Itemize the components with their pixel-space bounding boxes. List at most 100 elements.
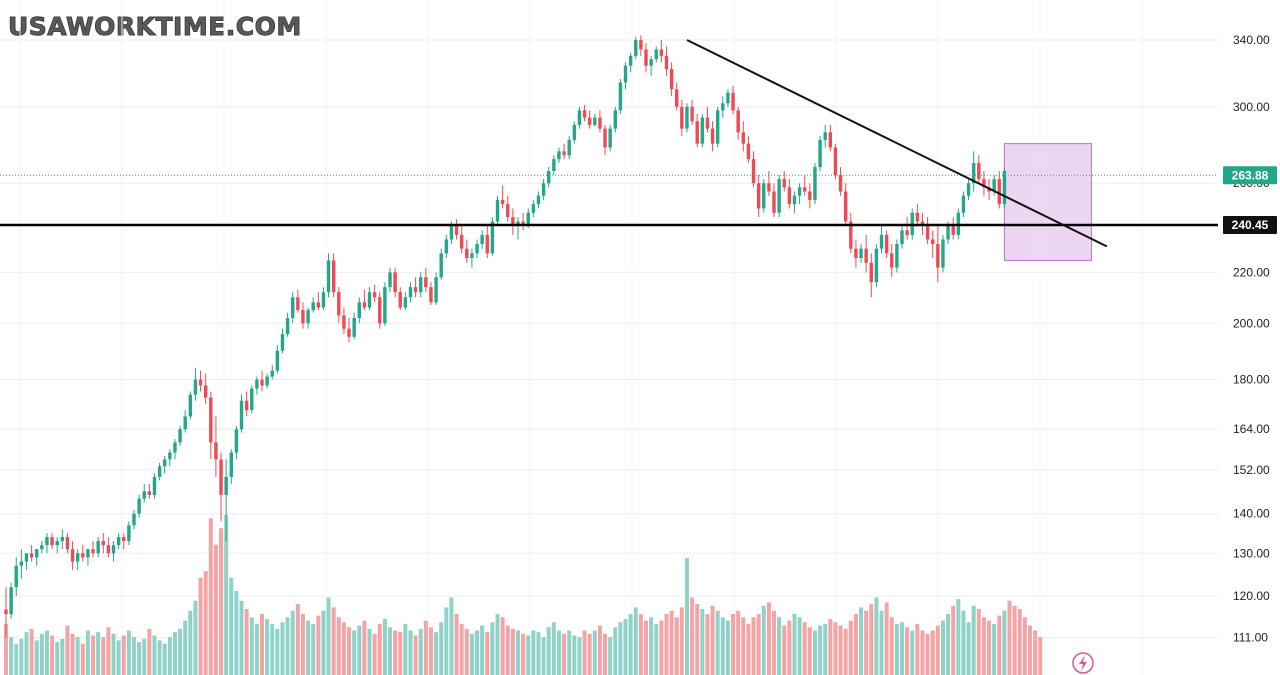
candle[interactable] — [649, 55, 653, 76]
candle[interactable] — [362, 289, 367, 311]
candle[interactable] — [229, 449, 233, 485]
candle[interactable] — [388, 267, 392, 293]
candle[interactable] — [992, 175, 996, 196]
candle[interactable] — [997, 171, 1001, 209]
candle[interactable] — [321, 287, 326, 311]
candle[interactable] — [347, 317, 351, 343]
candle[interactable] — [843, 183, 848, 226]
candle[interactable] — [475, 239, 479, 259]
candle[interactable] — [454, 219, 459, 240]
candle[interactable] — [772, 183, 776, 218]
candle[interactable] — [35, 549, 39, 566]
candle[interactable] — [613, 106, 617, 133]
candle[interactable] — [413, 277, 418, 298]
candle[interactable] — [905, 217, 909, 240]
candle[interactable] — [470, 248, 474, 268]
candle[interactable] — [490, 217, 495, 256]
candle[interactable] — [639, 35, 643, 56]
candle[interactable] — [50, 533, 54, 550]
candle[interactable] — [311, 297, 315, 313]
candle[interactable] — [756, 175, 761, 218]
candle[interactable] — [710, 121, 715, 152]
candle[interactable] — [188, 391, 193, 420]
candle[interactable] — [65, 533, 70, 554]
candle[interactable] — [977, 155, 981, 184]
candle[interactable] — [567, 136, 571, 160]
candle[interactable] — [823, 124, 827, 148]
candle[interactable] — [859, 244, 863, 263]
candle[interactable] — [644, 43, 648, 73]
candle[interactable] — [408, 282, 413, 303]
candle[interactable] — [746, 136, 751, 164]
candle[interactable] — [506, 195, 510, 222]
candle[interactable] — [495, 195, 500, 226]
candle[interactable] — [178, 425, 182, 446]
candle[interactable] — [434, 272, 438, 305]
candle[interactable] — [762, 179, 766, 213]
candle[interactable] — [239, 394, 244, 433]
candle[interactable] — [715, 106, 720, 148]
candle[interactable] — [680, 99, 684, 137]
candle[interactable] — [234, 425, 239, 460]
candle[interactable] — [316, 292, 321, 311]
candle[interactable] — [250, 385, 254, 414]
candle[interactable] — [695, 113, 699, 148]
candle[interactable] — [424, 267, 428, 293]
candle[interactable] — [777, 175, 781, 218]
candle[interactable] — [485, 225, 489, 259]
candle[interactable] — [792, 191, 797, 213]
candle[interactable] — [168, 449, 172, 467]
candle[interactable] — [593, 113, 597, 127]
candle[interactable] — [603, 124, 607, 156]
candle[interactable] — [147, 484, 152, 499]
candle[interactable] — [419, 272, 423, 298]
candle[interactable] — [598, 110, 602, 133]
candle[interactable] — [357, 297, 361, 324]
candle[interactable] — [224, 459, 228, 542]
candle[interactable] — [700, 113, 705, 148]
candle[interactable] — [808, 183, 812, 209]
candle[interactable] — [966, 179, 971, 200]
candle[interactable] — [60, 529, 65, 550]
candle[interactable] — [480, 230, 484, 249]
price-axis[interactable]: 340.00 300.00 220.00 200.00 180.00 164.00 152.… — [1233, 33, 1270, 675]
candle[interactable] — [106, 537, 111, 558]
candle[interactable] — [4, 587, 8, 638]
candle[interactable] — [982, 171, 986, 196]
candle[interactable] — [70, 541, 75, 570]
candle[interactable] — [91, 541, 95, 558]
candle[interactable] — [690, 99, 694, 125]
candle[interactable] — [552, 155, 556, 176]
candle[interactable] — [884, 230, 889, 259]
candle[interactable] — [393, 267, 397, 298]
candle[interactable] — [623, 62, 628, 90]
candle[interactable] — [209, 391, 213, 460]
candle[interactable] — [19, 549, 24, 579]
candle[interactable] — [587, 110, 592, 129]
candle[interactable] — [96, 537, 100, 558]
candle[interactable] — [280, 328, 285, 354]
candle[interactable] — [163, 455, 167, 474]
candle[interactable] — [961, 191, 966, 218]
candle[interactable] — [459, 225, 464, 254]
candle[interactable] — [659, 40, 664, 63]
candle[interactable] — [864, 234, 868, 273]
candle[interactable] — [193, 367, 198, 401]
candle[interactable] — [577, 106, 582, 129]
candle[interactable] — [244, 391, 249, 417]
candle[interactable] — [275, 345, 280, 374]
candle[interactable] — [838, 167, 843, 196]
candle[interactable] — [1002, 167, 1007, 209]
candle[interactable] — [797, 183, 802, 205]
candle[interactable] — [818, 136, 822, 172]
candle[interactable] — [45, 533, 49, 554]
candle[interactable] — [557, 147, 561, 164]
candle[interactable] — [122, 533, 126, 550]
candle[interactable] — [301, 302, 305, 329]
candle[interactable] — [685, 103, 689, 133]
candle[interactable] — [833, 143, 838, 180]
candle[interactable] — [142, 484, 146, 503]
candle[interactable] — [628, 52, 633, 73]
candle[interactable] — [270, 364, 274, 380]
candle[interactable] — [895, 239, 899, 273]
